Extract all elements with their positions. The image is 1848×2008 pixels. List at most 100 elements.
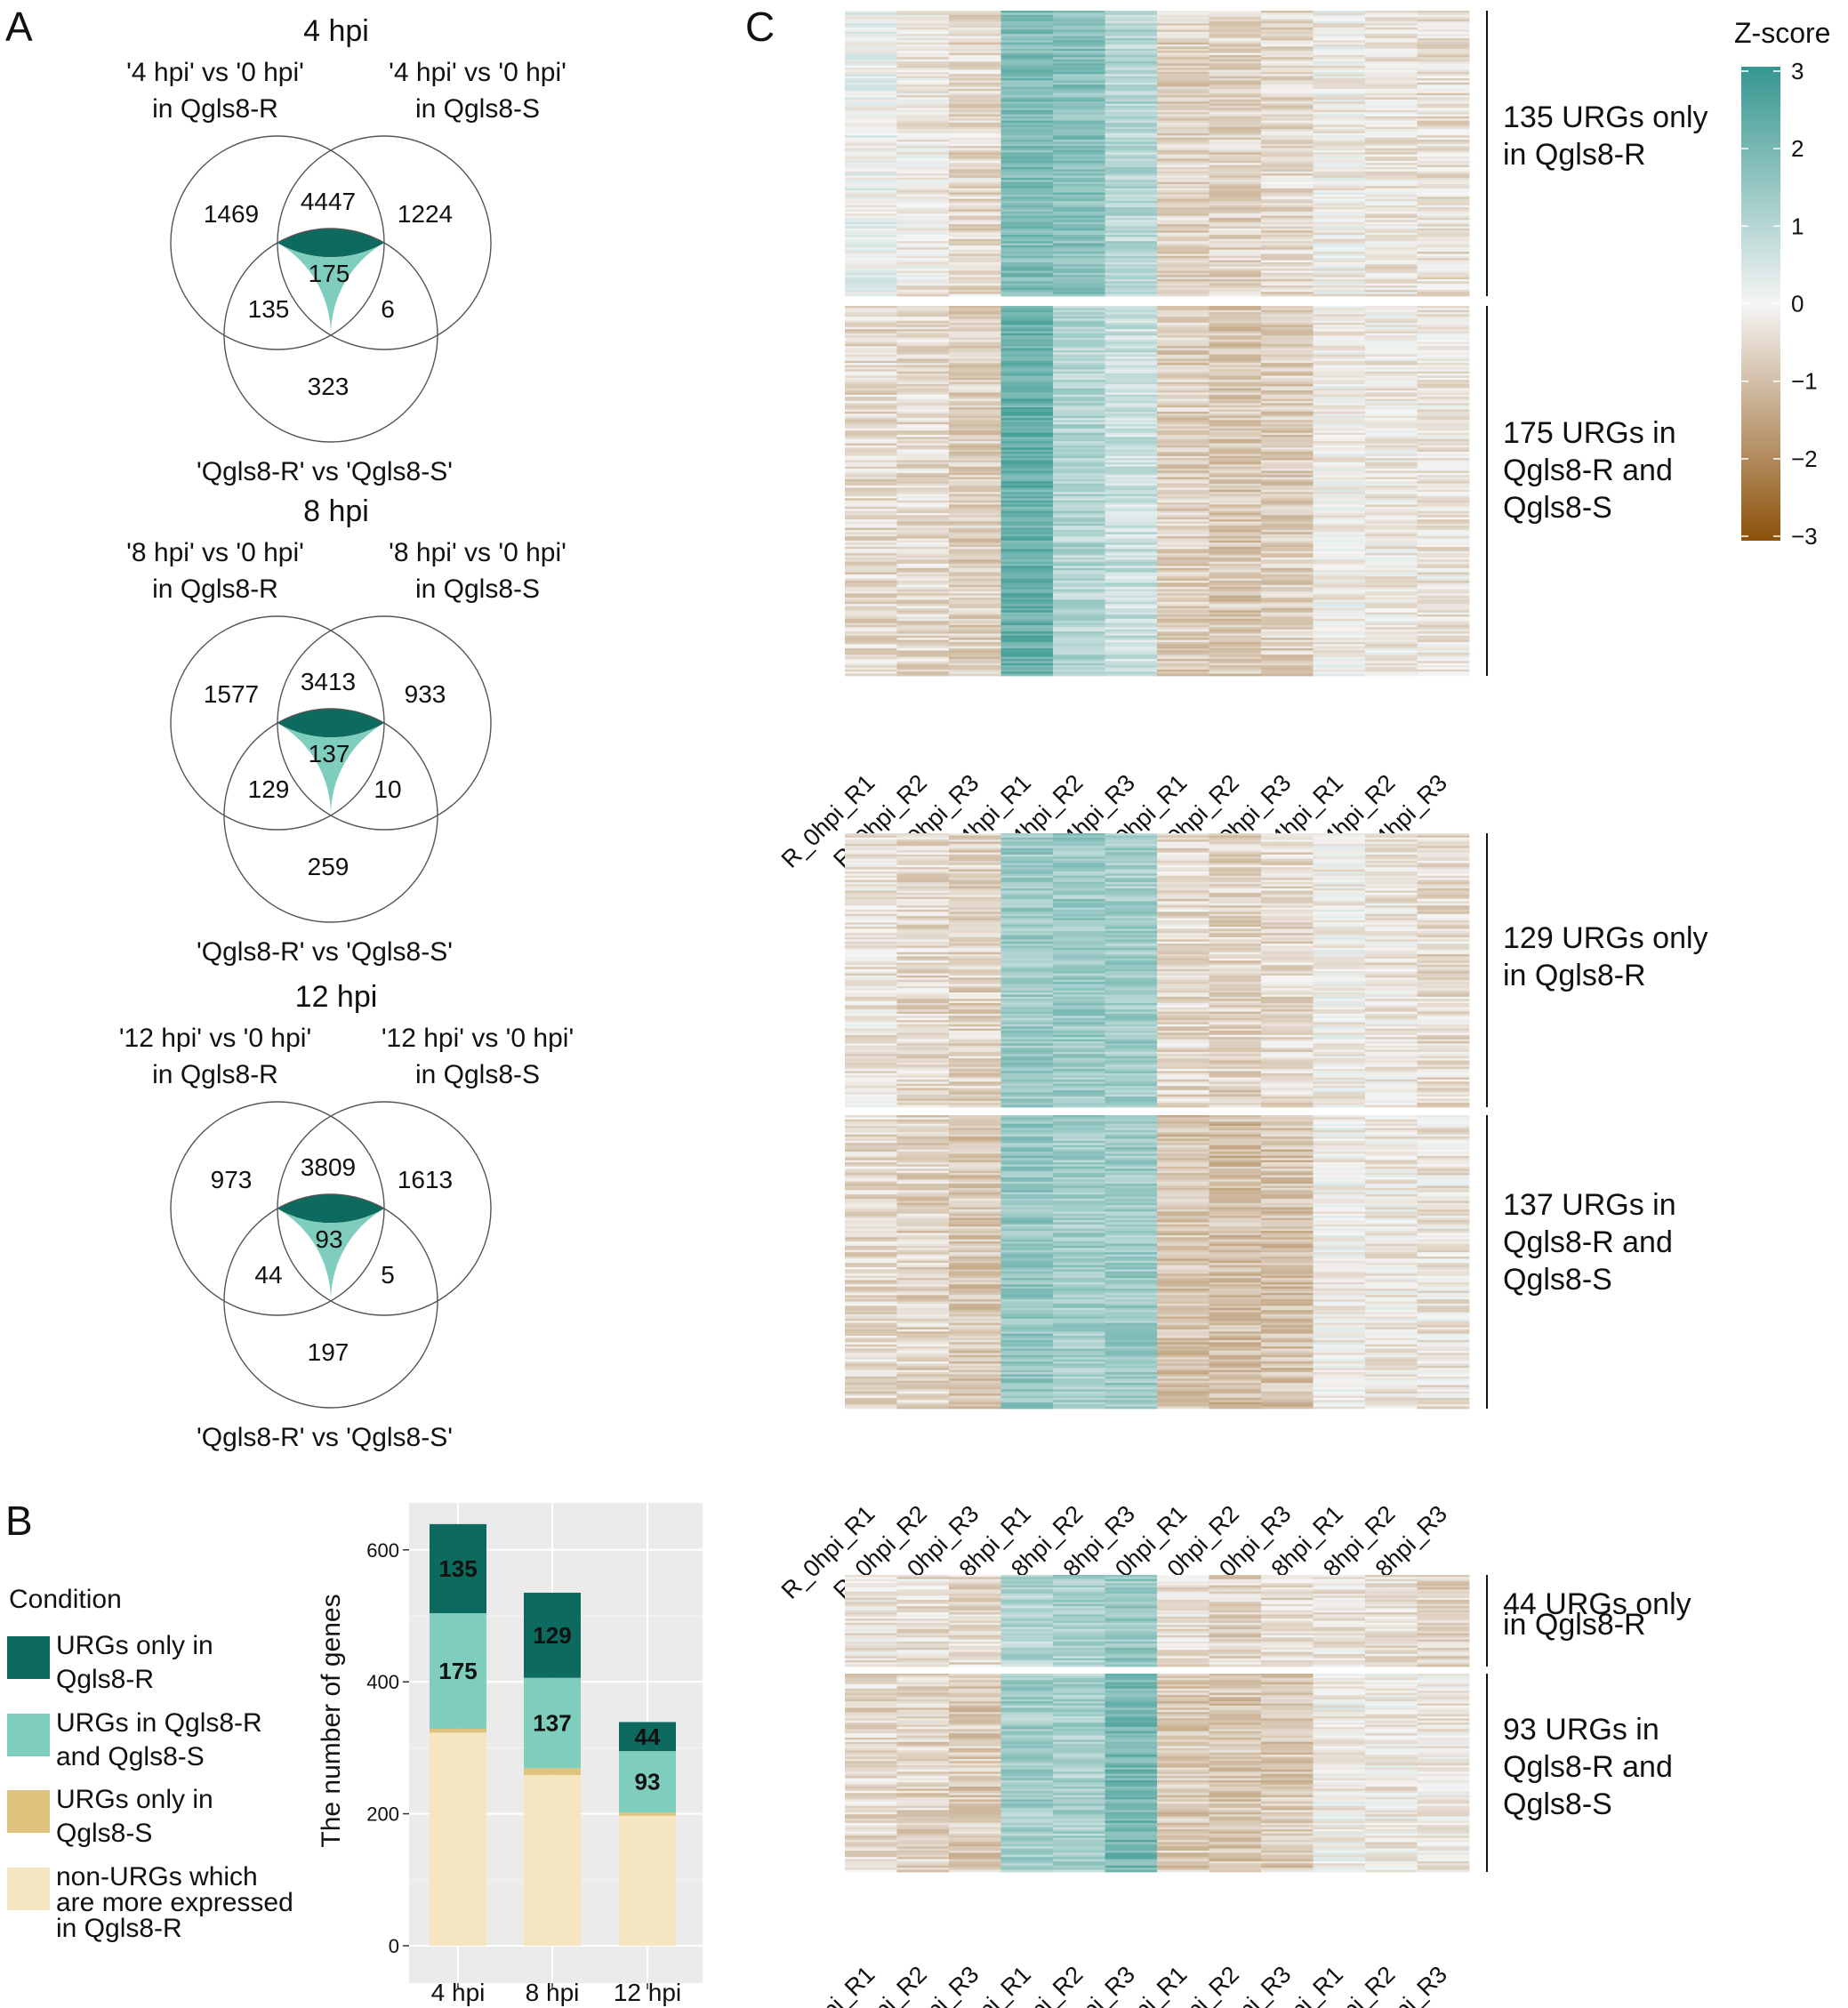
heatmap-cell: [896, 108, 950, 111]
heatmap-cell: [1000, 76, 1054, 79]
venn-circle-bottom: [223, 1193, 438, 1409]
heatmap-cell: [1105, 867, 1158, 870]
heatmap-cell: [1313, 896, 1366, 900]
heatmap-cell: [1365, 521, 1418, 525]
heatmap-cell: [1261, 383, 1314, 387]
heatmap-cell: [1417, 186, 1470, 189]
heatmap-cell: [1000, 635, 1054, 639]
heatmap-cell: [1261, 598, 1314, 600]
heatmap-cell: [1053, 407, 1105, 410]
heatmap-cell: [845, 930, 897, 934]
heatmap-cell: [1000, 875, 1054, 879]
heatmap-cell: [1105, 550, 1158, 554]
heatmap-cell: [1053, 470, 1105, 474]
heatmap-cell: [845, 316, 897, 319]
heatmap-cell: [1157, 892, 1209, 896]
heatmap-cell: [845, 635, 897, 639]
heatmap-cell: [1313, 506, 1366, 510]
heatmap-cell: [1105, 424, 1158, 427]
heatmap-cell: [1053, 509, 1105, 511]
venn-region-urg-both: [277, 1209, 384, 1301]
heatmap-cell: [1313, 918, 1366, 921]
heatmap-cell: [1209, 1000, 1262, 1004]
heatmap-cell: [1157, 42, 1209, 45]
heatmap-cell: [1365, 971, 1418, 974]
heatmap-cell: [1209, 663, 1262, 666]
heatmap-cell: [1000, 871, 1054, 874]
heatmap-cell: [1157, 335, 1209, 339]
heatmap-cell: [1313, 84, 1366, 87]
heatmap-cell: [949, 481, 1001, 485]
heatmap-cell: [1313, 481, 1366, 485]
heatmap-cell: [949, 661, 1001, 664]
heatmap-cell: [1417, 65, 1470, 68]
heatmap-cell: [1105, 661, 1158, 664]
heatmap-cell: [1313, 320, 1366, 324]
heatmap-cell: [1209, 25, 1262, 28]
heatmap-cell: [1365, 839, 1418, 842]
venn-diagrams: 4 hpi'4 hpi' vs '0 hpi'in Qgls8-R'4 hpi'…: [119, 14, 574, 1452]
heatmap-cell: [1417, 500, 1470, 503]
heatmap-cell: [845, 616, 897, 620]
heatmap-cell: [1365, 131, 1418, 134]
heatmap-cell: [1417, 369, 1470, 373]
heatmap-cell: [896, 114, 950, 117]
heatmap-cell: [1365, 930, 1418, 934]
heatmap-cell: [1105, 913, 1158, 917]
heatmap-cell: [896, 907, 950, 911]
heatmap-cell: [1313, 988, 1366, 992]
heatmap-cell: [949, 550, 1001, 554]
heatmap-cell: [1000, 601, 1054, 605]
venn-circle-bottom: [223, 228, 438, 443]
heatmap-cell: [1365, 54, 1418, 58]
heatmap-cell: [1053, 572, 1105, 575]
heatmap-cell: [1209, 106, 1262, 108]
heatmap-cell: [1365, 656, 1418, 660]
heatmap-cell: [1365, 293, 1418, 297]
heatmap-cell: [1313, 1007, 1366, 1010]
heatmap-cell: [1053, 481, 1105, 485]
heatmap-cell: [1313, 519, 1366, 522]
heatmap-cell: [1157, 858, 1209, 862]
heatmap-cell: [1157, 80, 1209, 84]
heatmap-cell: [1000, 985, 1054, 989]
heatmap-cell: [1053, 106, 1105, 108]
heatmap-cell: [1157, 1026, 1209, 1030]
heatmap-cell: [845, 82, 897, 85]
heatmap-cell: [1365, 12, 1418, 16]
heatmap-cell: [1417, 360, 1470, 364]
heatmap-cell: [1053, 909, 1105, 912]
heatmap-cell: [1053, 988, 1105, 992]
heatmap-cell: [1209, 863, 1262, 866]
heatmap-cell: [1105, 1017, 1158, 1021]
heatmap-cell: [1157, 538, 1209, 542]
heatmap-cell: [949, 956, 1001, 960]
heatmap-cell: [845, 278, 897, 282]
panel-label-c: C: [745, 4, 775, 50]
heatmap-cell: [896, 901, 950, 904]
heatmap-cell: [1209, 397, 1262, 399]
heatmap-cell: [845, 281, 897, 285]
heatmap-cell: [896, 97, 950, 100]
heatmap-cell: [896, 581, 950, 583]
heatmap-cell: [896, 449, 950, 453]
heatmap-cell: [949, 329, 1001, 332]
heatmap-cell: [1000, 331, 1054, 334]
heatmap-cell: [1105, 120, 1158, 124]
heatmap-cell: [1365, 1011, 1418, 1015]
heatmap-cell: [949, 478, 1001, 482]
heatmap-cell: [1105, 306, 1158, 309]
heatmap-cell: [949, 428, 1001, 431]
heatmap-cell: [1313, 403, 1366, 406]
heatmap-cell: [896, 278, 950, 282]
heatmap-cell: [1209, 243, 1262, 246]
heatmap-cell: [1209, 918, 1262, 921]
heatmap-cell: [1365, 407, 1418, 410]
heatmap-cell: [1313, 841, 1366, 845]
heatmap-cell: [1313, 46, 1366, 50]
venn-bottom-label: 'Qgls8-R' vs 'Qgls8-S': [197, 937, 453, 967]
heatmap-cell: [1053, 154, 1105, 157]
heatmap-cell: [1365, 582, 1418, 586]
heatmap-cell: [1261, 266, 1314, 269]
heatmap-cell: [1105, 91, 1158, 94]
